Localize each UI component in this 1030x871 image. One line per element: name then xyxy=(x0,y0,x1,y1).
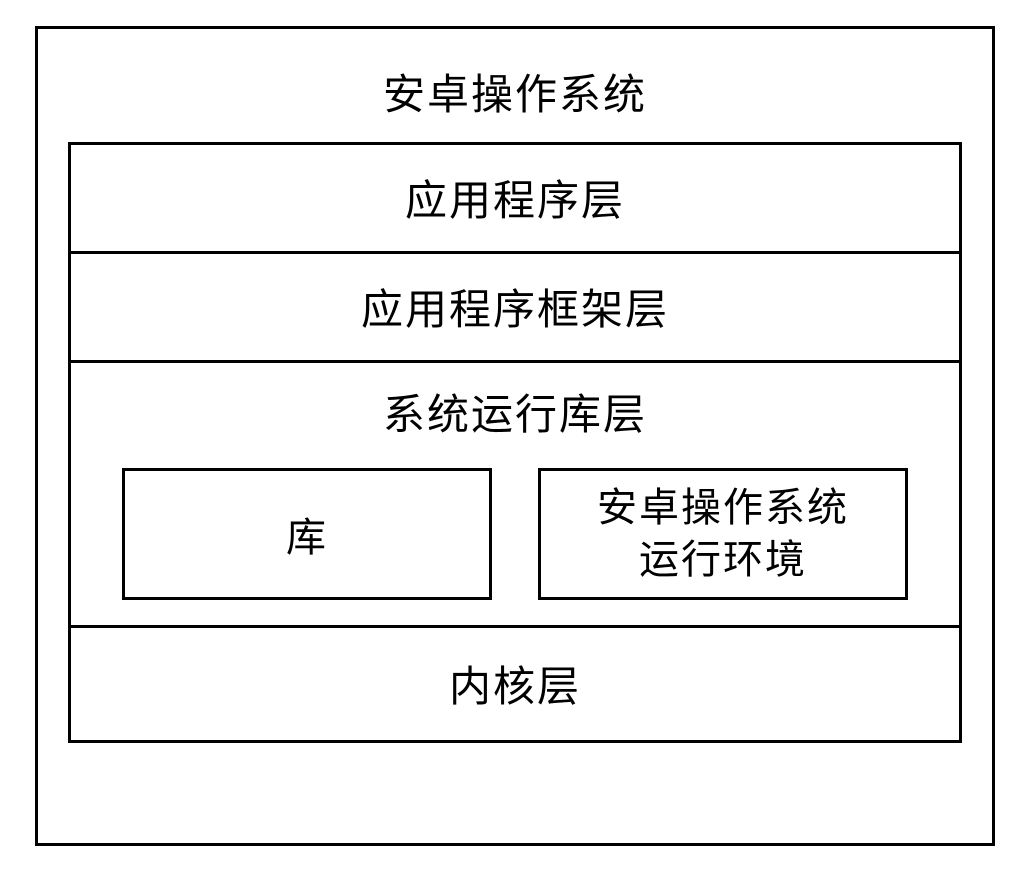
subbox-label: 库 xyxy=(286,505,328,563)
runtime-sub-row: 库 安卓操作系统 运行环境 xyxy=(71,468,959,600)
layer-label: 内核层 xyxy=(449,653,581,714)
diagram-title: 安卓操作系统 xyxy=(68,49,962,142)
architecture-diagram: 安卓操作系统 应用程序层 应用程序框架层 系统运行库层 库 安卓操作系统 运行环… xyxy=(35,26,995,846)
subbox-libraries: 库 xyxy=(122,468,492,600)
layer-label: 应用程序层 xyxy=(405,167,625,228)
layer-label: 应用程序框架层 xyxy=(361,276,669,337)
subbox-label-line2: 运行环境 xyxy=(639,534,807,586)
layer-kernel: 内核层 xyxy=(68,625,962,743)
layer-application: 应用程序层 xyxy=(68,142,962,254)
subbox-android-runtime: 安卓操作系统 运行环境 xyxy=(538,468,908,600)
layer-runtime: 系统运行库层 库 安卓操作系统 运行环境 xyxy=(68,360,962,628)
subbox-label-line1: 安卓操作系统 xyxy=(597,482,849,534)
layer-label: 系统运行库层 xyxy=(383,381,647,442)
layer-framework: 应用程序框架层 xyxy=(68,251,962,363)
